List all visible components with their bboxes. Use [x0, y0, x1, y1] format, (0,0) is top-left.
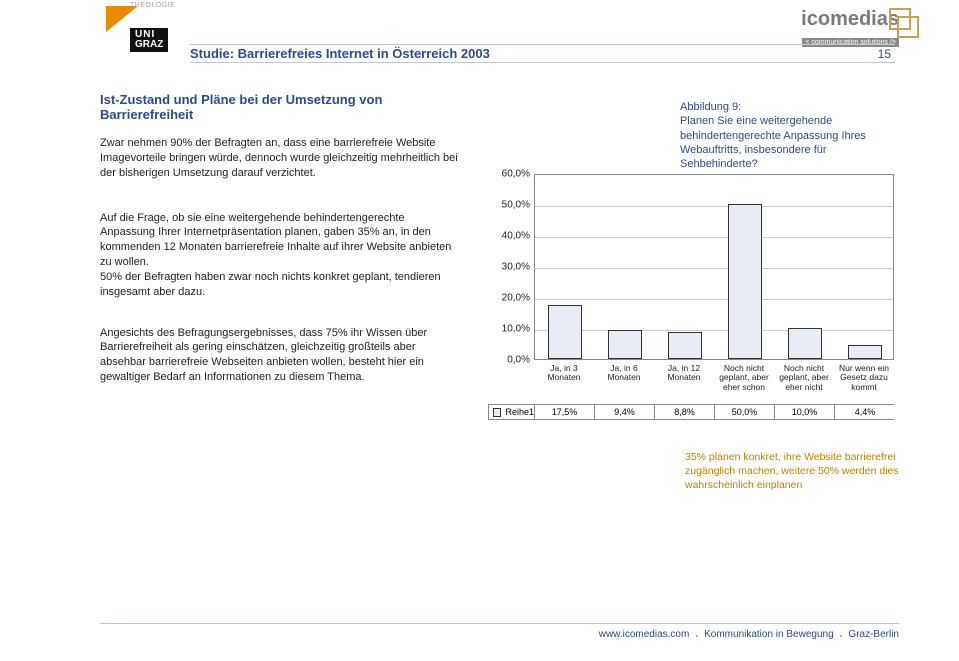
data-table-row: Reihe1 17,5%9,4%8,8%50,0%10,0%4,4% — [488, 404, 894, 420]
summary-callout: 35% planen konkret, ihre Website barrier… — [685, 450, 905, 493]
series-legend: Reihe1 — [489, 405, 535, 419]
bar — [788, 328, 822, 359]
icomedias-squares-icon — [889, 8, 917, 36]
y-tick-label: 50,0% — [490, 200, 530, 211]
category-label: Nur wenn einGesetz dazukommt — [835, 364, 893, 392]
category-label: Ja, in 3Monaten — [535, 364, 593, 383]
grid-line — [535, 268, 893, 269]
y-tick-label: 30,0% — [490, 262, 530, 273]
footer-tagline: Kommunikation in Bewegung — [704, 629, 834, 640]
title-bar: Studie: Barrierefreies Internet in Öster… — [190, 44, 895, 63]
y-tick-label: 60,0% — [490, 169, 530, 180]
data-cell: 9,4% — [595, 405, 655, 419]
data-cell: 50,0% — [715, 405, 775, 419]
category-label: Noch nichtgeplant, abereher schon — [715, 364, 773, 392]
paragraph-1: Zwar nehmen 90% der Befragten an, dass e… — [100, 136, 460, 181]
footer: www.icomedias.com . Kommunikation in Bew… — [100, 623, 899, 643]
brand-text: icomedias — [801, 8, 899, 30]
bar-chart: Reihe1 17,5%9,4%8,8%50,0%10,0%4,4% 60,0%… — [490, 110, 900, 400]
footer-separator-icon: . — [695, 629, 698, 640]
data-cell: 17,5% — [535, 405, 595, 419]
uni-graz-logo: UNI GRAZ — [106, 6, 182, 54]
y-tick-label: 40,0% — [490, 231, 530, 242]
document-title: Studie: Barrierefreies Internet in Öster… — [190, 46, 490, 61]
series-label: Reihe1 — [505, 407, 534, 417]
category-label: Ja, in 6Monaten — [595, 364, 653, 383]
page-number: 15 — [878, 47, 895, 61]
icomedias-logo: icomedias < communication solutions /> — [801, 8, 899, 49]
paragraph-3: Angesichts des Befragungsergebnisses, da… — [100, 326, 460, 385]
footer-url: www.icomedias.com — [599, 629, 690, 640]
y-tick-label: 0,0% — [490, 355, 530, 366]
bar — [728, 204, 762, 359]
data-cell: 4,4% — [835, 405, 895, 419]
y-tick-label: 10,0% — [490, 324, 530, 335]
data-cell: 10,0% — [775, 405, 835, 419]
bar — [548, 305, 582, 359]
paragraph-2: Auf die Frage, ob sie eine weitergehende… — [100, 211, 460, 300]
footer-location: Graz-Berlin — [848, 629, 899, 640]
grid-line — [535, 237, 893, 238]
text-column: Ist-Zustand und Pläne bei der Umsetzung … — [100, 92, 460, 401]
grid-line — [535, 299, 893, 300]
bar — [668, 332, 702, 359]
y-tick-label: 20,0% — [490, 293, 530, 304]
footer-separator-icon: . — [840, 629, 843, 640]
category-label: Noch nichtgeplant, abereher nicht — [775, 364, 833, 392]
bar — [608, 330, 642, 359]
category-label: Ja, in 12Monaten — [655, 364, 713, 383]
grid-line — [535, 206, 893, 207]
bar — [848, 345, 882, 359]
chart-plot-area — [534, 174, 894, 360]
legend-swatch-icon — [493, 408, 501, 417]
data-cell: 8,8% — [655, 405, 715, 419]
uni-graz-text: UNI GRAZ — [130, 28, 168, 52]
document-page: THEOLOGIE UNI GRAZ icomedias < communica… — [0, 0, 959, 661]
grid-line — [535, 330, 893, 331]
section-heading: Ist-Zustand und Pläne bei der Umsetzung … — [100, 92, 460, 122]
